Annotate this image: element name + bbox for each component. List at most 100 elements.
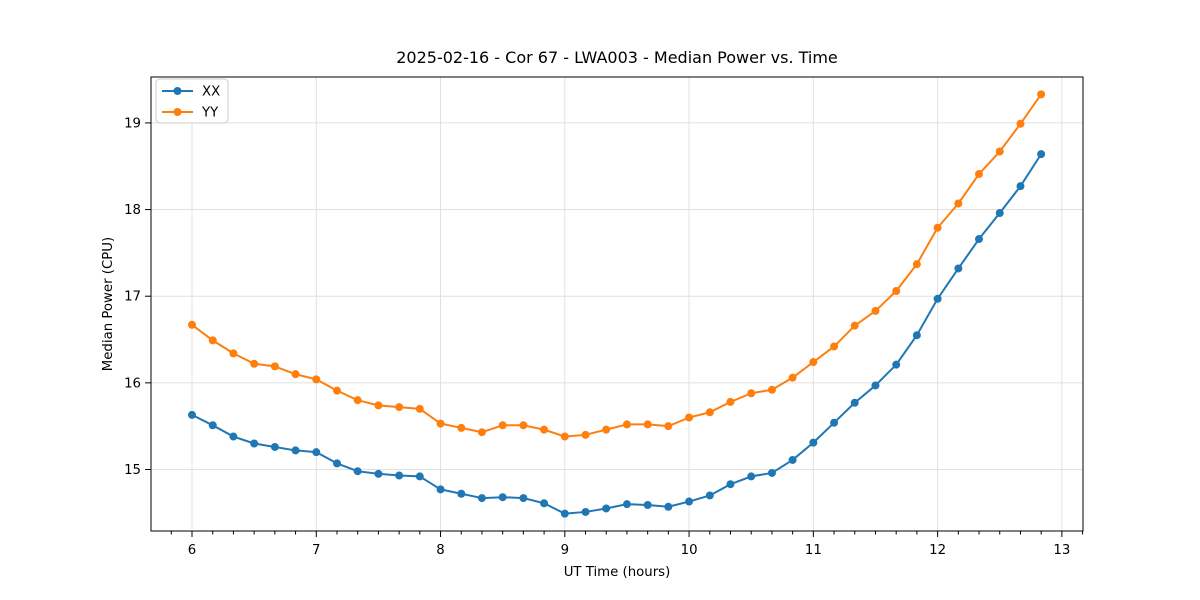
series-marker-yy [229, 349, 238, 358]
series-marker-yy [809, 358, 818, 367]
series-marker-xx [353, 467, 362, 476]
series-marker-yy [415, 404, 424, 413]
series-marker-xx [560, 509, 569, 518]
y-tick-label: 17 [124, 290, 141, 305]
series-marker-xx [974, 235, 983, 244]
series-marker-yy [291, 370, 300, 379]
series-marker-yy [747, 389, 756, 398]
series-marker-yy [995, 147, 1004, 156]
grid [151, 77, 1083, 531]
series-marker-xx [333, 459, 342, 468]
series-marker-yy [643, 420, 652, 429]
series-marker-xx [188, 410, 197, 419]
series-marker-yy [933, 223, 942, 232]
series-marker-xx [291, 446, 300, 455]
series-marker-yy [850, 321, 859, 330]
series-marker-yy [581, 430, 590, 439]
y-axis-label: Median Power (CPU) [101, 237, 116, 371]
series-marker-xx [519, 494, 528, 503]
series-marker-yy [457, 423, 466, 432]
series-marker-yy [830, 342, 839, 351]
legend: XX YY [155, 78, 229, 124]
series-marker-yy [498, 421, 507, 430]
x-tick-label: 7 [312, 543, 320, 558]
series-marker-yy [250, 359, 259, 368]
legend-swatch-marker [173, 108, 182, 116]
series-marker-xx [912, 331, 921, 340]
series-marker-xx [477, 494, 486, 503]
series-marker-yy [1016, 119, 1025, 128]
y-tick-label: 19 [124, 116, 141, 131]
data-series [188, 90, 1046, 518]
series-marker-xx [395, 471, 404, 480]
chart-title: 2025-02-16 - Cor 67 - LWA003 - Median Po… [396, 48, 838, 67]
x-tick-label: 13 [1053, 543, 1070, 558]
legend-label-yy: YY [201, 106, 219, 121]
series-marker-yy [767, 385, 776, 394]
series-marker-xx [498, 493, 507, 502]
legend-swatch-marker [173, 87, 182, 95]
x-tick-label: 12 [929, 543, 946, 558]
series-marker-xx [809, 438, 818, 447]
series-marker-yy [954, 199, 963, 208]
series-marker-xx [954, 264, 963, 273]
series-marker-xx [643, 501, 652, 510]
series-marker-xx [705, 491, 714, 500]
y-tick-label: 15 [124, 463, 141, 478]
series-marker-xx [457, 489, 466, 498]
y-tick-label: 18 [124, 203, 141, 218]
plot-border [150, 76, 1084, 532]
series-marker-yy [705, 408, 714, 417]
series-marker-xx [602, 504, 611, 513]
series-marker-xx [229, 432, 238, 441]
series-marker-xx [788, 455, 797, 464]
series-marker-yy [560, 432, 569, 441]
series-marker-xx [250, 439, 259, 448]
series-marker-xx [312, 448, 321, 457]
x-tick-label: 9 [561, 543, 569, 558]
series-marker-yy [519, 421, 528, 430]
series-marker-yy [374, 401, 383, 410]
legend-label-xx: XX [202, 85, 220, 100]
series-marker-yy [270, 362, 279, 371]
axis-ticks: 6 7 8 9 10 11 12 13 15 16 17 18 19 [124, 116, 1084, 558]
series-marker-xx [208, 421, 217, 430]
x-tick-label: 8 [436, 543, 444, 558]
series-marker-yy [602, 425, 611, 434]
series-marker-yy [664, 422, 673, 431]
series-marker-yy [333, 386, 342, 395]
series-marker-yy [312, 375, 321, 384]
x-tick-label: 10 [681, 543, 698, 558]
series-marker-yy [395, 403, 404, 412]
series-marker-xx [747, 472, 756, 481]
x-tick-label: 11 [805, 543, 822, 558]
series-marker-xx [685, 497, 694, 506]
series-marker-yy [871, 306, 880, 315]
series-marker-yy [436, 419, 445, 428]
series-marker-yy [353, 396, 362, 405]
series-marker-yy [788, 373, 797, 382]
series-marker-xx [1016, 182, 1025, 191]
series-marker-xx [995, 209, 1004, 218]
series-marker-yy [622, 420, 631, 429]
series-marker-xx [1037, 150, 1046, 159]
series-marker-yy [912, 260, 921, 269]
series-marker-xx [767, 468, 776, 477]
series-marker-yy [1037, 90, 1046, 99]
series-marker-yy [540, 425, 549, 434]
y-tick-label: 16 [124, 376, 141, 391]
series-marker-xx [933, 294, 942, 303]
series-marker-xx [374, 469, 383, 478]
x-axis-label: UT Time (hours) [564, 565, 671, 580]
series-marker-xx [270, 442, 279, 451]
series-marker-xx [726, 480, 735, 489]
series-marker-xx [415, 472, 424, 481]
series-marker-xx [850, 398, 859, 407]
series-marker-yy [208, 336, 217, 345]
series-marker-yy [892, 287, 901, 296]
x-tick-label: 6 [188, 543, 196, 558]
series-marker-xx [664, 502, 673, 511]
series-marker-xx [871, 381, 880, 390]
series-marker-yy [974, 170, 983, 179]
